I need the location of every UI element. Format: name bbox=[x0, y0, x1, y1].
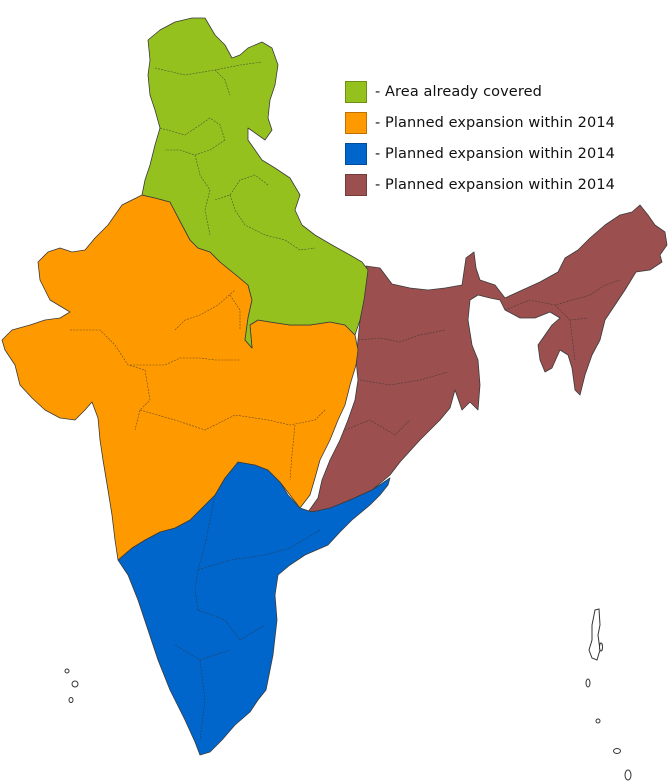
region-east-northeast bbox=[307, 204, 668, 513]
legend-swatch-brown bbox=[345, 173, 367, 196]
region-north-fill bbox=[141, 17, 369, 349]
legend-item-covered: - Area already covered bbox=[345, 76, 615, 107]
legend-item-planned-orange: - Planned expansion within 2014 bbox=[345, 107, 615, 138]
legend-label: - Area already covered bbox=[375, 83, 542, 100]
island-lakshadweep-2 bbox=[71, 680, 79, 688]
island-andaman-south bbox=[585, 678, 591, 688]
legend-swatch-orange bbox=[345, 111, 367, 134]
legend-swatch-blue bbox=[345, 142, 367, 165]
legend-swatch-green bbox=[345, 80, 367, 103]
legend: - Area already covered - Planned expansi… bbox=[345, 76, 615, 200]
region-north bbox=[141, 17, 369, 349]
legend-label: - Planned expansion within 2014 bbox=[375, 176, 615, 193]
island-nicobar-2 bbox=[624, 769, 632, 781]
state-borders-west bbox=[70, 289, 326, 481]
island-andaman-2 bbox=[599, 642, 603, 652]
state-borders-east bbox=[344, 279, 621, 436]
legend-item-planned-brown: - Planned expansion within 2014 bbox=[345, 169, 615, 200]
state-borders-south bbox=[174, 494, 321, 741]
legend-label: - Planned expansion within 2014 bbox=[375, 145, 615, 162]
islands bbox=[64, 608, 632, 781]
island-andaman-small bbox=[595, 718, 601, 724]
island-lakshadweep-1 bbox=[64, 668, 70, 674]
legend-label: - Planned expansion within 2014 bbox=[375, 114, 615, 131]
state-borders-north bbox=[154, 61, 316, 251]
island-lakshadweep-3 bbox=[68, 697, 74, 703]
legend-item-planned-blue: - Planned expansion within 2014 bbox=[345, 138, 615, 169]
island-andaman-north bbox=[588, 608, 601, 661]
island-nicobar-1 bbox=[613, 748, 621, 754]
region-east-northeast-fill bbox=[307, 204, 668, 513]
